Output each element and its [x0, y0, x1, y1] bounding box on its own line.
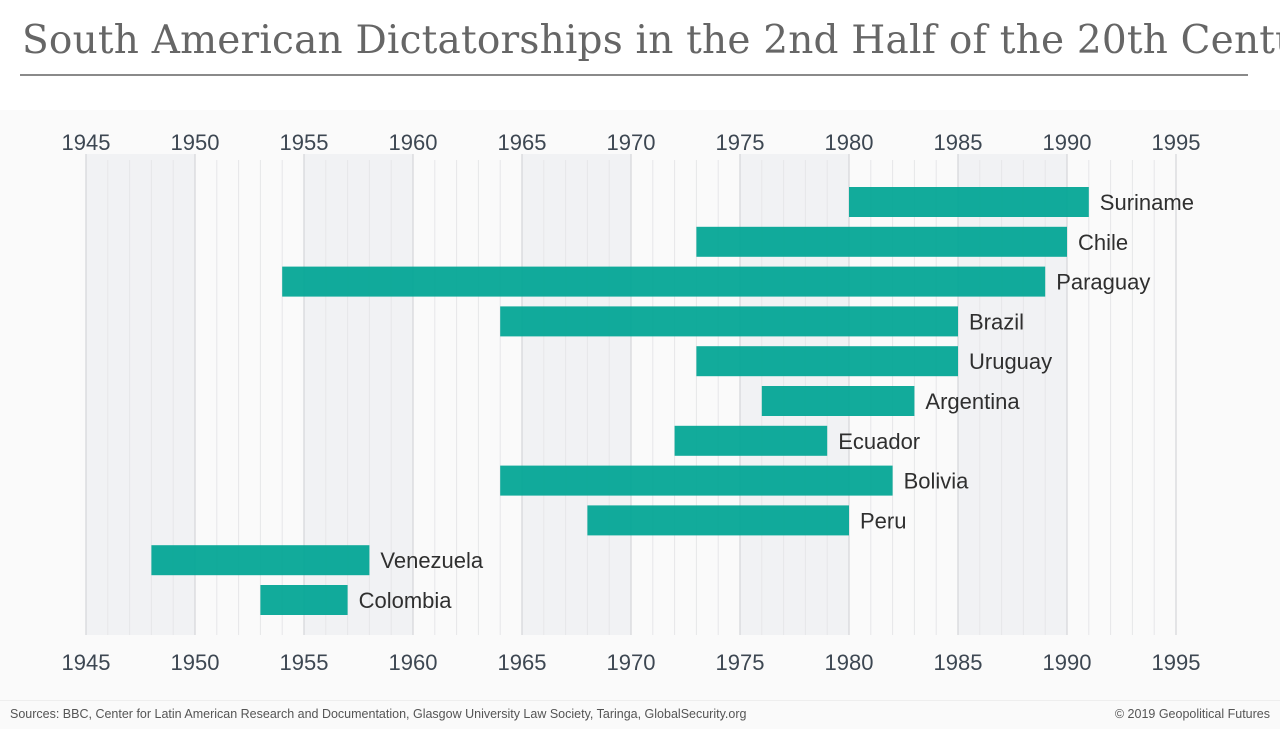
x-tick-label-top: 1955 [280, 130, 329, 155]
chart-title: South American Dictatorships in the 2nd … [22, 18, 1280, 63]
bar-bolivia [500, 465, 893, 496]
bar-suriname [849, 187, 1089, 217]
x-tick-label-bottom: 1975 [716, 650, 765, 675]
x-tick-label-bottom: 1980 [825, 650, 874, 675]
sources-note: Sources: BBC, Center for Latin American … [10, 707, 747, 721]
x-tick-label-bottom: 1960 [389, 650, 438, 675]
x-tick-label-bottom: 1955 [280, 650, 329, 675]
x-tick-label-bottom: 1970 [607, 650, 656, 675]
bar-colombia [260, 585, 348, 615]
bar-peru [587, 505, 849, 536]
shaded-band [522, 154, 631, 635]
bar-label-paraguay: Paraguay [1056, 270, 1150, 295]
x-tick-label-top: 1965 [498, 130, 547, 155]
x-tick-label-top: 1975 [716, 130, 765, 155]
x-tick-label-top: 1980 [825, 130, 874, 155]
bar-uruguay [696, 346, 958, 377]
bar-label-argentina: Argentina [925, 389, 1020, 414]
bar-label-peru: Peru [860, 508, 906, 533]
bar-chile [696, 226, 1067, 257]
bar-label-chile: Chile [1078, 230, 1128, 255]
bar-label-brazil: Brazil [969, 309, 1024, 334]
title-divider [20, 74, 1248, 76]
bar-argentina [761, 386, 915, 416]
x-tick-label-top: 1985 [934, 130, 983, 155]
bar-ecuador [674, 425, 828, 456]
timeline-chart: Suriname Chile Paraguay Brazil Uruguay Argent… [62, 130, 1201, 675]
x-tick-label-top: 1960 [389, 130, 438, 155]
x-tick-label-bottom: 1995 [1152, 650, 1201, 675]
x-tick-label-bottom: 1985 [934, 650, 983, 675]
bar-label-bolivia: Bolivia [904, 469, 970, 494]
copyright-note: © 2019 Geopolitical Futures [1114, 707, 1270, 721]
chart-panel: Suriname Chile Paraguay Brazil Uruguay Argent… [0, 110, 1280, 700]
bar-label-venezuela: Venezuela [380, 548, 484, 573]
bar-label-ecuador: Ecuador [838, 429, 920, 454]
x-tick-label-top: 1945 [62, 130, 111, 155]
x-tick-label-top: 1970 [607, 130, 656, 155]
bar-label-colombia: Colombia [359, 588, 453, 613]
bar-label-suriname: Suriname [1100, 190, 1194, 215]
bar-venezuela [151, 545, 370, 576]
x-tick-label-bottom: 1965 [498, 650, 547, 675]
footer: Sources: BBC, Center for Latin American … [0, 700, 1280, 729]
x-tick-label-top: 1995 [1152, 130, 1201, 155]
x-tick-label-top: 1990 [1043, 130, 1092, 155]
x-tick-label-top: 1950 [171, 130, 220, 155]
bar-paraguay [282, 266, 1046, 297]
x-tick-label-bottom: 1990 [1043, 650, 1092, 675]
x-tick-label-bottom: 1945 [62, 650, 111, 675]
bar-label-uruguay: Uruguay [969, 349, 1052, 374]
bar-brazil [500, 306, 958, 337]
x-tick-label-bottom: 1950 [171, 650, 220, 675]
